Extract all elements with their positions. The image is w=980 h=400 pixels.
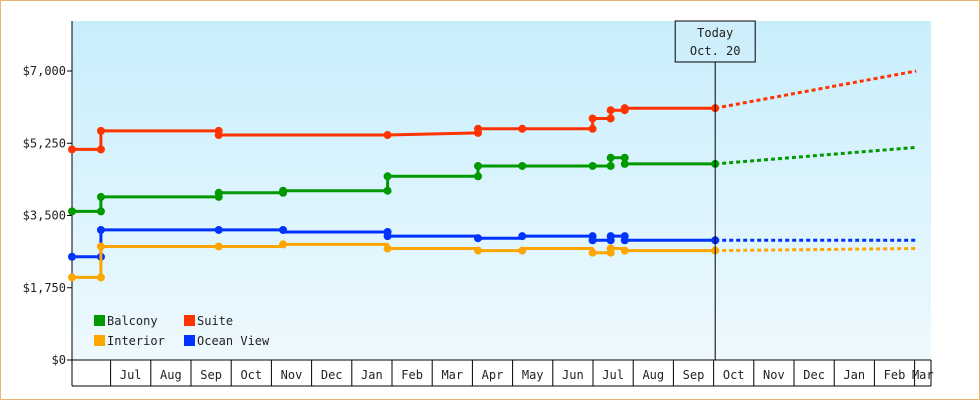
series-forecast-balcony [715,145,917,166]
x-tick-label-8: Feb [401,368,423,382]
legend-swatch-balcony [94,315,105,326]
x-tick-label-1: Jul [120,368,142,382]
data-point-balcony-11 [518,161,527,170]
data-point-interior-8 [588,248,597,257]
x-tick-label-15: Sep [683,368,705,382]
x-tick-label-5: Nov [281,368,303,382]
data-point-interior-10 [606,244,615,253]
data-point-balcony-9 [474,172,483,181]
data-point-balcony-13 [606,161,615,170]
data-point-ocean-view-3 [214,225,223,234]
x-tick-label-7: Jan [361,368,383,382]
data-point-balcony-12 [588,161,597,170]
data-point-ocean-view-4 [279,225,288,234]
data-point-suite-8 [518,124,527,133]
data-point-interior-6 [474,246,483,255]
data-point-suite-9 [588,124,597,133]
legend-label-suite: Suite [197,314,233,328]
data-point-balcony-6 [279,186,288,195]
x-tick-label-10: Apr [482,368,504,382]
x-tick-label-20: Feb [884,368,906,382]
data-point-suite-0 [68,145,76,154]
data-point-interior-0 [68,273,76,282]
today-label: Today [697,26,733,40]
data-point-ocean-view-7 [474,234,483,243]
legend-swatch-ocean-view [184,335,195,346]
data-point-balcony-10 [474,161,483,170]
x-tick-label-16: Oct [723,368,745,382]
x-tick-label-14: Aug [642,368,664,382]
data-point-suite-7 [474,124,483,133]
series-suite [68,69,917,154]
data-point-balcony-4 [214,188,223,197]
series-interior [68,240,917,282]
data-point-interior-2 [96,242,105,251]
series-balcony [68,145,917,216]
data-point-ocean-view-6 [383,232,392,241]
x-tick-label-2: Aug [160,368,182,382]
plot-background [72,21,931,360]
data-point-suite-10 [588,114,597,123]
data-point-interior-3 [214,242,223,251]
series-ocean-view [68,225,917,261]
x-tick-label-17: Nov [763,368,785,382]
data-point-balcony-7 [383,186,392,195]
legend-swatch-interior [94,335,105,346]
data-point-suite-14 [620,104,629,113]
x-tick-label-19: Jan [843,368,865,382]
data-point-suite-2 [96,126,105,135]
y-tick-label-1: $1,750 [23,281,66,295]
data-point-balcony-2 [96,192,105,201]
data-point-balcony-8 [383,172,392,181]
data-point-suite-5 [383,130,392,139]
data-point-ocean-view-0 [68,252,76,261]
data-point-ocean-view-8 [518,232,527,241]
y-tick-label-2: $3,500 [23,209,66,223]
data-point-ocean-view-2 [96,225,105,234]
legend-label-ocean-view: Ocean View [197,334,270,348]
x-tick-label-21: Mar [912,368,934,382]
data-point-balcony-14 [606,153,615,162]
data-point-suite-12 [606,106,615,115]
data-point-suite-4 [214,130,223,139]
data-point-interior-5 [383,244,392,253]
y-tick-label-0: $0 [52,353,66,367]
data-point-ocean-view-14 [620,236,629,245]
today-box [674,20,756,63]
data-point-interior-11 [620,246,629,255]
series-forecast-suite [714,69,917,110]
x-tick-label-12: Jun [562,368,584,382]
x-tick-label-9: Mar [441,368,463,382]
data-point-balcony-0 [68,207,76,216]
data-point-suite-11 [606,114,615,123]
x-tick-label-11: May [522,368,544,382]
data-point-interior-4 [279,240,288,249]
data-point-ocean-view-10 [588,236,597,245]
data-point-interior-7 [518,246,527,255]
legend-swatch-suite [184,315,195,326]
data-point-balcony-1 [96,207,105,216]
y-tick-label-3: $5,250 [23,136,66,150]
series-line-suite [72,106,716,151]
y-tick-label-4: $7,000 [23,64,66,78]
data-point-interior-1 [96,273,105,282]
x-tick-label-13: Jul [602,368,624,382]
series-forecast-interior [715,247,917,253]
x-tick-label-18: Dec [803,368,825,382]
data-point-balcony-16 [620,159,629,168]
data-point-ocean-view-12 [606,232,615,241]
x-tick-label-6: Dec [321,368,343,382]
legend-label-balcony: Balcony [107,314,158,328]
today-date-label: Oct. 20 [690,44,741,58]
data-point-balcony-15 [620,153,629,162]
x-tick-label-4: Oct [240,368,262,382]
legend-label-interior: Interior [107,334,165,348]
x-tick-label-3: Sep [200,368,222,382]
data-point-suite-1 [96,145,105,154]
